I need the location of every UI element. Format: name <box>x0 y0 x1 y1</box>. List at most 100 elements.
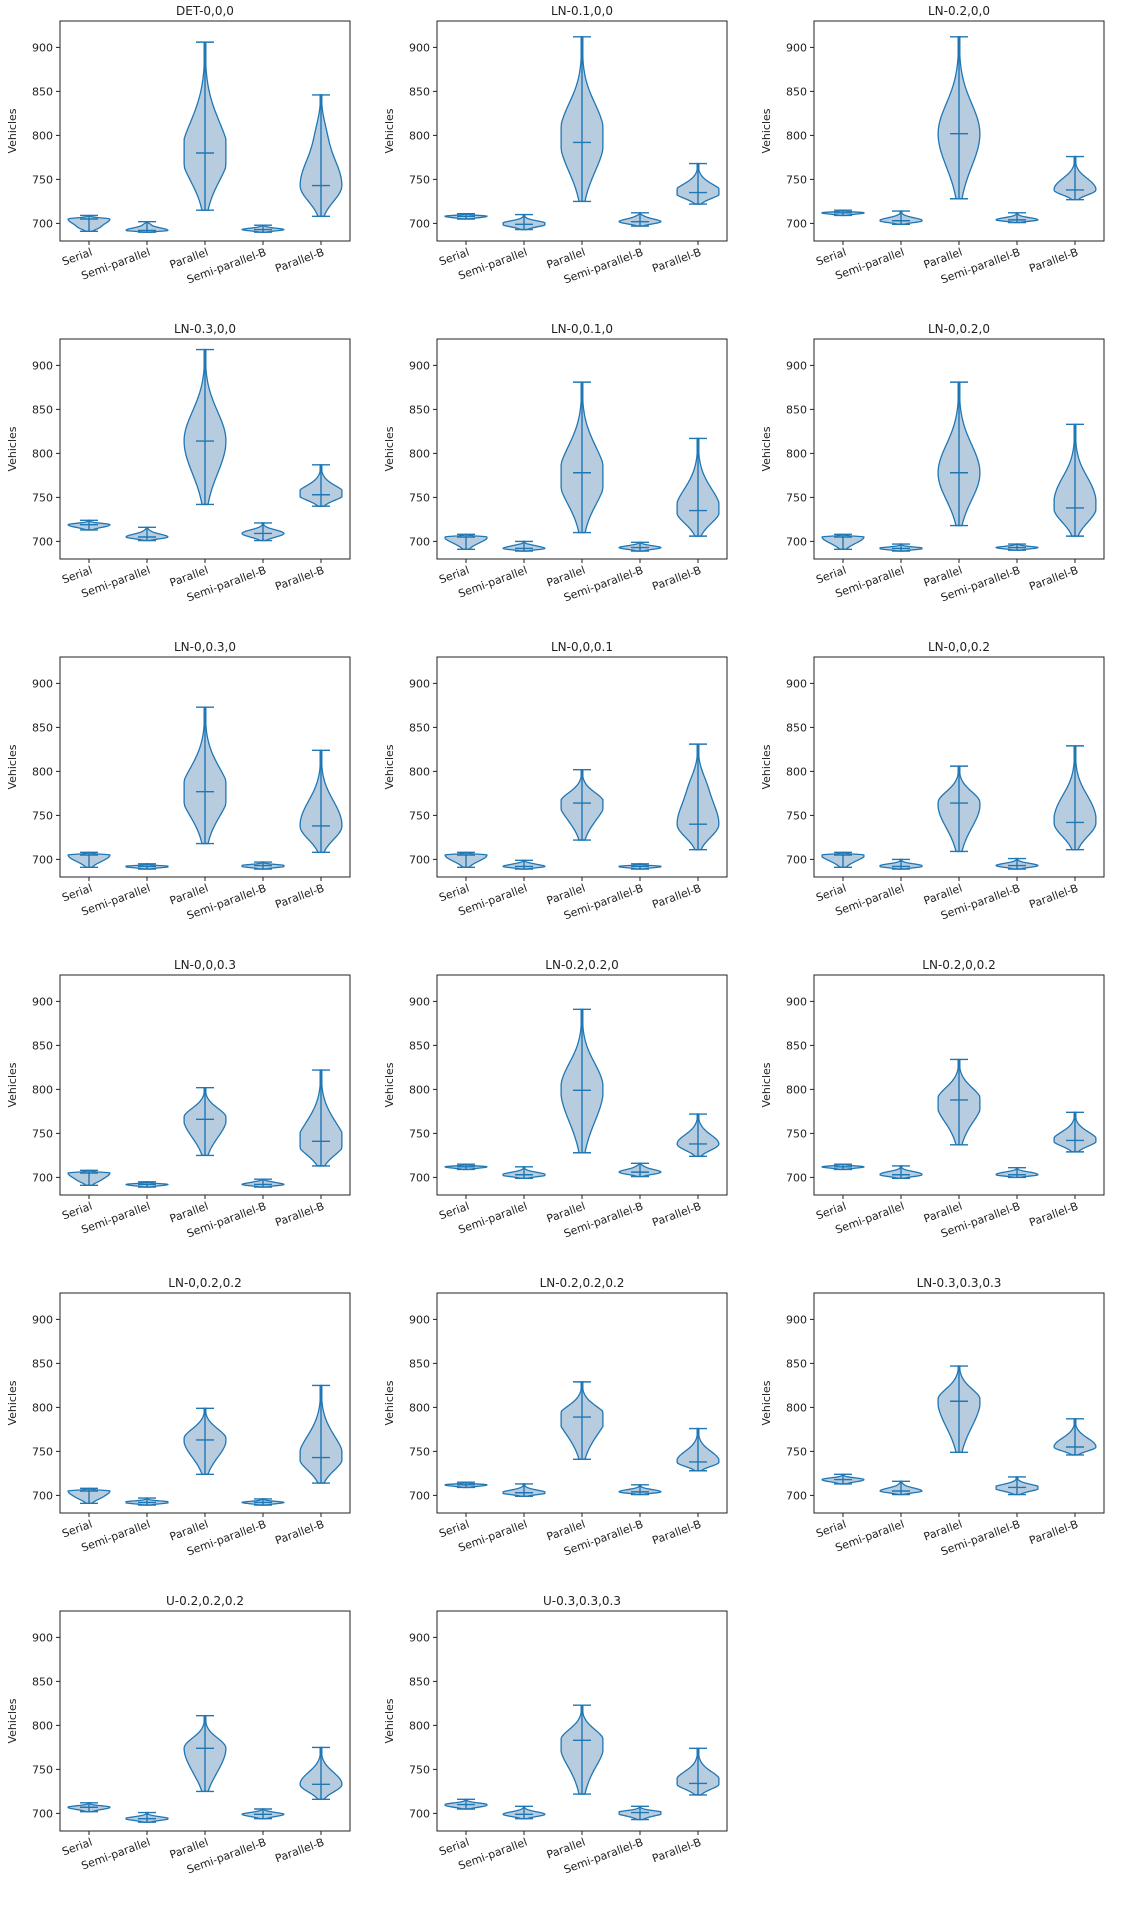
x-tick-label: Serial <box>437 246 471 269</box>
violin-mark <box>502 213 546 231</box>
violin-subplot: LN-0.2,0,0.2 700 750 800 850 900 Vehicles Seria… <box>754 957 1131 1275</box>
subplot-title: LN-0,0.2,0 <box>928 322 990 336</box>
violin-mark <box>560 1008 604 1154</box>
subplot-title: LN-0,0,0.1 <box>551 640 613 654</box>
violin-subplot: LN-0,0,0.1 700 750 800 850 900 Vehicles Serial S… <box>377 639 754 957</box>
x-tick-label: Parallel-B <box>1027 1518 1080 1548</box>
violin-chart-svg: LN-0,0.2,0.2 700 750 800 850 900 Vehicles Seria… <box>6 1276 351 1558</box>
y-tick-label: 750 <box>786 1127 807 1140</box>
x-tick-label: Parallel-B <box>1027 1200 1080 1230</box>
violin-mark <box>618 1484 662 1496</box>
violin-mark <box>618 1805 662 1821</box>
violin-mark <box>676 437 720 537</box>
violin-subplot: LN-0,0,0.2 700 750 800 850 900 Vehicles Serial S… <box>754 639 1131 957</box>
violin-subplot: DET-0,0,0 700 750 800 850 900 Vehicles Serial Se… <box>0 3 377 321</box>
x-tick-label: Parallel-B <box>1027 882 1080 912</box>
violin-mark <box>299 94 343 218</box>
violin-subplot: LN-0,0.3,0 700 750 800 850 900 Vehicles Serial S… <box>0 639 377 957</box>
violin-chart-svg: LN-0.2,0.2,0.2 700 750 800 850 900 Vehicles Ser… <box>383 1276 728 1558</box>
y-tick-label: 900 <box>409 41 430 54</box>
x-tick-label: Serial <box>60 1518 94 1541</box>
violin-subplot: LN-0,0.2,0 700 750 800 850 900 Vehicles Serial S… <box>754 321 1131 639</box>
violin-mark <box>502 1805 546 1820</box>
violin-subplot: U-0.2,0.2,0.2 700 750 800 850 900 Vehicles Seri… <box>0 1593 377 1911</box>
subplot-title: DET-0,0,0 <box>176 4 234 18</box>
violin-mark <box>299 749 343 854</box>
y-axis-label: Vehicles <box>760 426 773 471</box>
violin-mark <box>560 1381 604 1461</box>
x-tick-label: Parallel-B <box>273 882 326 912</box>
violin-mark <box>125 526 169 542</box>
x-tick-label: Parallel-B <box>650 1836 703 1866</box>
y-tick-label: 900 <box>32 1631 53 1644</box>
y-axis-label: Vehicles <box>6 426 19 471</box>
violin-subplot: LN-0.2,0,0 700 750 800 850 900 Vehicles Serial S… <box>754 3 1131 321</box>
y-tick-label: 800 <box>32 1083 53 1096</box>
violin-chart-svg: LN-0.2,0,0700750800850900VehiclesSerialS… <box>760 4 1105 286</box>
violin-mark <box>241 224 285 233</box>
violin-chart-svg: LN-0.2,0,0.2 700 750 800 850 900 Vehicles Seria… <box>760 958 1105 1240</box>
violin-mark <box>937 1058 981 1146</box>
y-tick-label: 900 <box>409 677 430 690</box>
subplot-title: U-0.2,0.2,0.2 <box>166 1594 244 1608</box>
violin-mark <box>1053 1418 1097 1456</box>
y-tick-label: 900 <box>32 995 53 1008</box>
violin-subplot: LN-0.2,0.2,0 700 750 800 850 900 Vehicles Seria… <box>377 957 754 1275</box>
violin-mark <box>937 36 981 200</box>
x-tick-label: Parallel-B <box>273 246 326 276</box>
y-axis-label: Vehicles <box>383 426 396 471</box>
x-tick-label: Serial <box>60 564 94 587</box>
y-axis-label: Vehicles <box>6 1698 19 1743</box>
y-tick-label: 800 <box>32 1719 53 1732</box>
violin-mark <box>879 858 923 870</box>
violin-mark <box>618 212 662 227</box>
violin-mark <box>299 464 343 507</box>
y-tick-label: 900 <box>786 359 807 372</box>
y-tick-label: 750 <box>409 491 430 504</box>
violin-chart-svg: DET-0,0,0700750800850900VehiclesSerialSe… <box>6 4 351 286</box>
violin-chart-svg: LN-0.3,0.3,0.3 700 750 800 850 900 Vehicles Ser… <box>760 1276 1105 1558</box>
subplot-title: LN-0,0.3,0 <box>174 640 236 654</box>
violin-mark <box>67 1487 111 1505</box>
y-tick-label: 750 <box>32 491 53 504</box>
y-axis-label: Vehicles <box>6 744 19 789</box>
y-tick-label: 900 <box>786 995 807 1008</box>
y-tick-label: 900 <box>409 359 430 372</box>
violin-mark <box>67 851 111 869</box>
violin-mark <box>995 212 1039 224</box>
y-axis-label: Vehicles <box>383 1380 396 1425</box>
violin-chart-svg: LN-0,0.1,0700750800850900VehiclesSerialS… <box>383 322 728 604</box>
y-tick-label: 850 <box>32 1357 53 1370</box>
y-tick-label: 850 <box>32 1039 53 1052</box>
y-axis-label: Vehicles <box>383 744 396 789</box>
x-tick-label: Serial <box>60 1200 94 1223</box>
subplot-title: LN-0.2,0.2,0.2 <box>540 1276 625 1290</box>
x-tick-label: Serial <box>814 246 848 269</box>
violin-mark <box>125 1181 169 1188</box>
violin-mark <box>995 1476 1039 1496</box>
y-axis-label: Vehicles <box>6 1062 19 1107</box>
x-tick-label: Parallel-B <box>650 246 703 276</box>
y-tick-label: 900 <box>409 1313 430 1326</box>
violin-mark <box>879 543 923 552</box>
violin-subplot: LN-0.1,0,0 700 750 800 850 900 Vehicles Serial S… <box>377 3 754 321</box>
violin-mark <box>67 214 111 233</box>
axes-frame <box>59 974 351 1196</box>
violin-mark <box>299 1069 343 1167</box>
y-tick-label: 900 <box>32 677 53 690</box>
violin-mark <box>676 743 720 851</box>
violin-mark <box>821 209 865 217</box>
y-tick-label: 900 <box>409 1631 430 1644</box>
y-tick-label: 750 <box>786 809 807 822</box>
y-tick-label: 700 <box>786 853 807 866</box>
violin-mark <box>995 857 1039 870</box>
y-tick-label: 850 <box>786 85 807 98</box>
violin-subplot: LN-0.3,0.3,0.3 700 750 800 850 900 Vehicles Ser… <box>754 1275 1131 1593</box>
violin-mark <box>879 1480 923 1496</box>
violin-mark <box>183 1407 227 1475</box>
y-tick-label: 800 <box>786 447 807 460</box>
violin-mark <box>444 1798 488 1810</box>
axes-frame <box>436 656 728 878</box>
x-tick-label: Serial <box>437 1200 471 1223</box>
violin-chart-svg: LN-0.1,0,0700750800850900VehiclesSerialS… <box>383 4 728 286</box>
